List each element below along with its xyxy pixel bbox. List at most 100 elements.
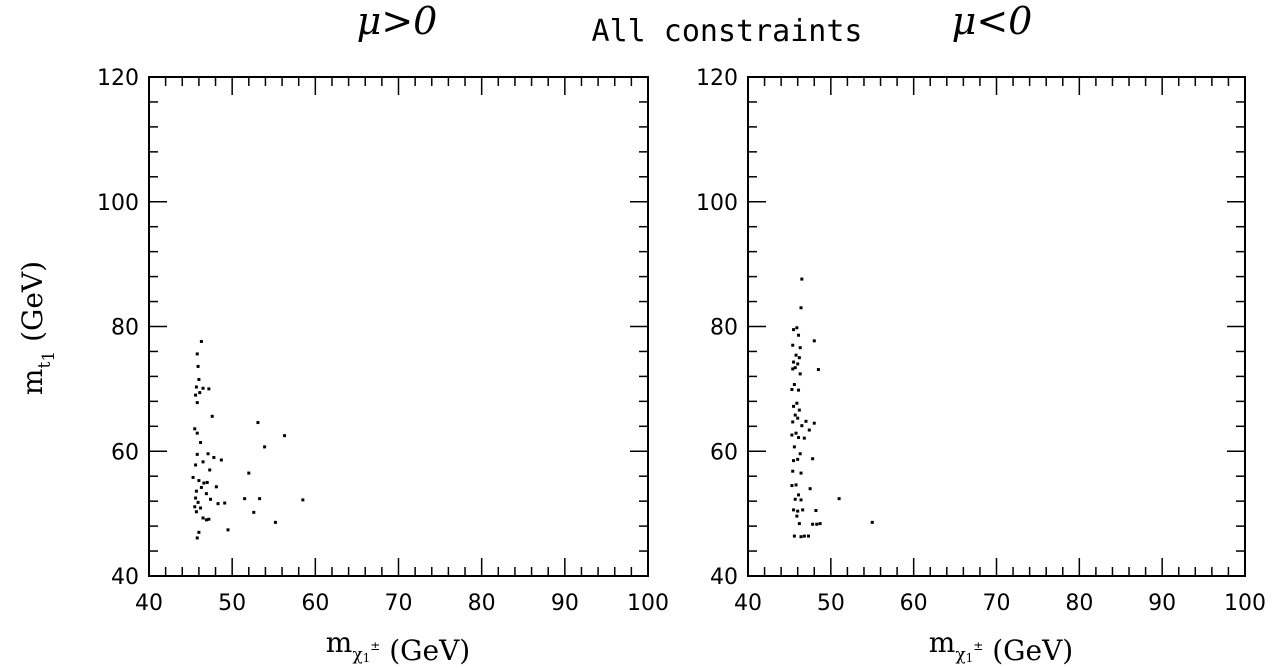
data-point [815, 522, 819, 526]
series-points-mu-positive [191, 339, 305, 540]
data-point [802, 534, 806, 538]
x-axis-label-right: mχ1± (GeV) [929, 626, 1073, 667]
y-tick-label: 100 [97, 191, 139, 216]
data-point [790, 433, 794, 437]
x-tick-label: 80 [468, 591, 496, 616]
data-point [792, 383, 796, 387]
data-point [806, 534, 810, 538]
data-point [194, 489, 198, 493]
y-tick-label: 100 [696, 191, 738, 216]
data-point [199, 485, 203, 489]
data-point [792, 459, 796, 463]
data-point [794, 353, 798, 357]
data-point [194, 496, 198, 500]
x-tick-label: 40 [734, 591, 762, 616]
data-point [195, 401, 199, 405]
data-point [202, 481, 206, 485]
data-point [193, 427, 197, 431]
data-point [792, 328, 796, 332]
data-point [197, 530, 201, 534]
x-tick-label: 100 [1224, 591, 1266, 616]
data-point [201, 386, 205, 390]
data-point [206, 452, 210, 456]
x-tick-label: 70 [385, 591, 413, 616]
data-point [208, 468, 212, 472]
data-point [797, 333, 801, 337]
figure-title: All constraints [592, 14, 863, 49]
data-point [792, 508, 796, 512]
y-tick-label: 80 [710, 316, 738, 341]
plot-frame [747, 76, 1246, 577]
data-point [212, 455, 216, 459]
panel-title-mu-positive: μ>0 [357, 0, 438, 43]
data-point [219, 458, 223, 462]
data-point [799, 535, 803, 539]
x-tick-label: 50 [218, 591, 246, 616]
data-point [195, 536, 199, 540]
data-point [812, 421, 816, 425]
data-point [199, 506, 203, 510]
data-point [197, 378, 201, 382]
data-point [797, 522, 801, 526]
data-point [194, 393, 198, 397]
data-point [283, 434, 287, 438]
data-point [811, 522, 815, 526]
data-point [802, 436, 806, 440]
data-point [195, 431, 199, 435]
data-point [800, 424, 804, 428]
data-point [199, 339, 203, 343]
data-point [204, 492, 208, 496]
data-point [837, 497, 841, 501]
x-tick-label: 40 [135, 591, 163, 616]
data-point [795, 326, 799, 330]
x-tick-label: 50 [817, 591, 845, 616]
x-tick-label: 90 [1148, 591, 1176, 616]
data-point [256, 421, 260, 425]
data-point [794, 431, 798, 435]
data-point [790, 387, 794, 391]
data-point [797, 436, 801, 440]
data-point [196, 364, 200, 368]
data-point [812, 339, 816, 343]
data-point [792, 360, 796, 364]
series-points-mu-negative [790, 277, 874, 539]
data-point [793, 497, 797, 501]
data-point [226, 528, 230, 532]
y-tick-label: 60 [710, 440, 738, 465]
data-point [814, 509, 818, 513]
data-point [792, 404, 796, 408]
data-point [194, 510, 198, 514]
data-point [247, 471, 251, 475]
data-point [796, 457, 800, 461]
data-point [194, 385, 198, 389]
data-point [252, 510, 256, 514]
data-point [191, 475, 195, 479]
data-point [207, 387, 211, 391]
x-tick-label: 80 [1065, 591, 1093, 616]
data-point [818, 522, 822, 526]
data-point [791, 469, 795, 473]
x-tick-label: 100 [627, 591, 669, 616]
y-axis-label: mt1 (GeV) [16, 261, 59, 395]
data-point [209, 497, 213, 501]
data-point [795, 514, 799, 518]
x-tick-label: 60 [900, 591, 928, 616]
data-point [258, 497, 262, 501]
data-point [800, 277, 804, 281]
data-point [207, 517, 211, 521]
y-tick-label: 120 [97, 66, 139, 91]
data-point [195, 452, 199, 456]
data-point [198, 391, 202, 395]
data-point [811, 457, 815, 461]
panel-title-mu-negative: μ<0 [952, 0, 1033, 43]
data-point [796, 362, 800, 366]
data-point [301, 498, 305, 502]
data-point [793, 366, 797, 370]
y-tick-label: 80 [111, 316, 139, 341]
x-tick-label: 70 [983, 591, 1011, 616]
data-point [273, 520, 277, 524]
data-point [804, 419, 808, 423]
data-point [799, 306, 803, 310]
y-tick-label: 60 [111, 440, 139, 465]
